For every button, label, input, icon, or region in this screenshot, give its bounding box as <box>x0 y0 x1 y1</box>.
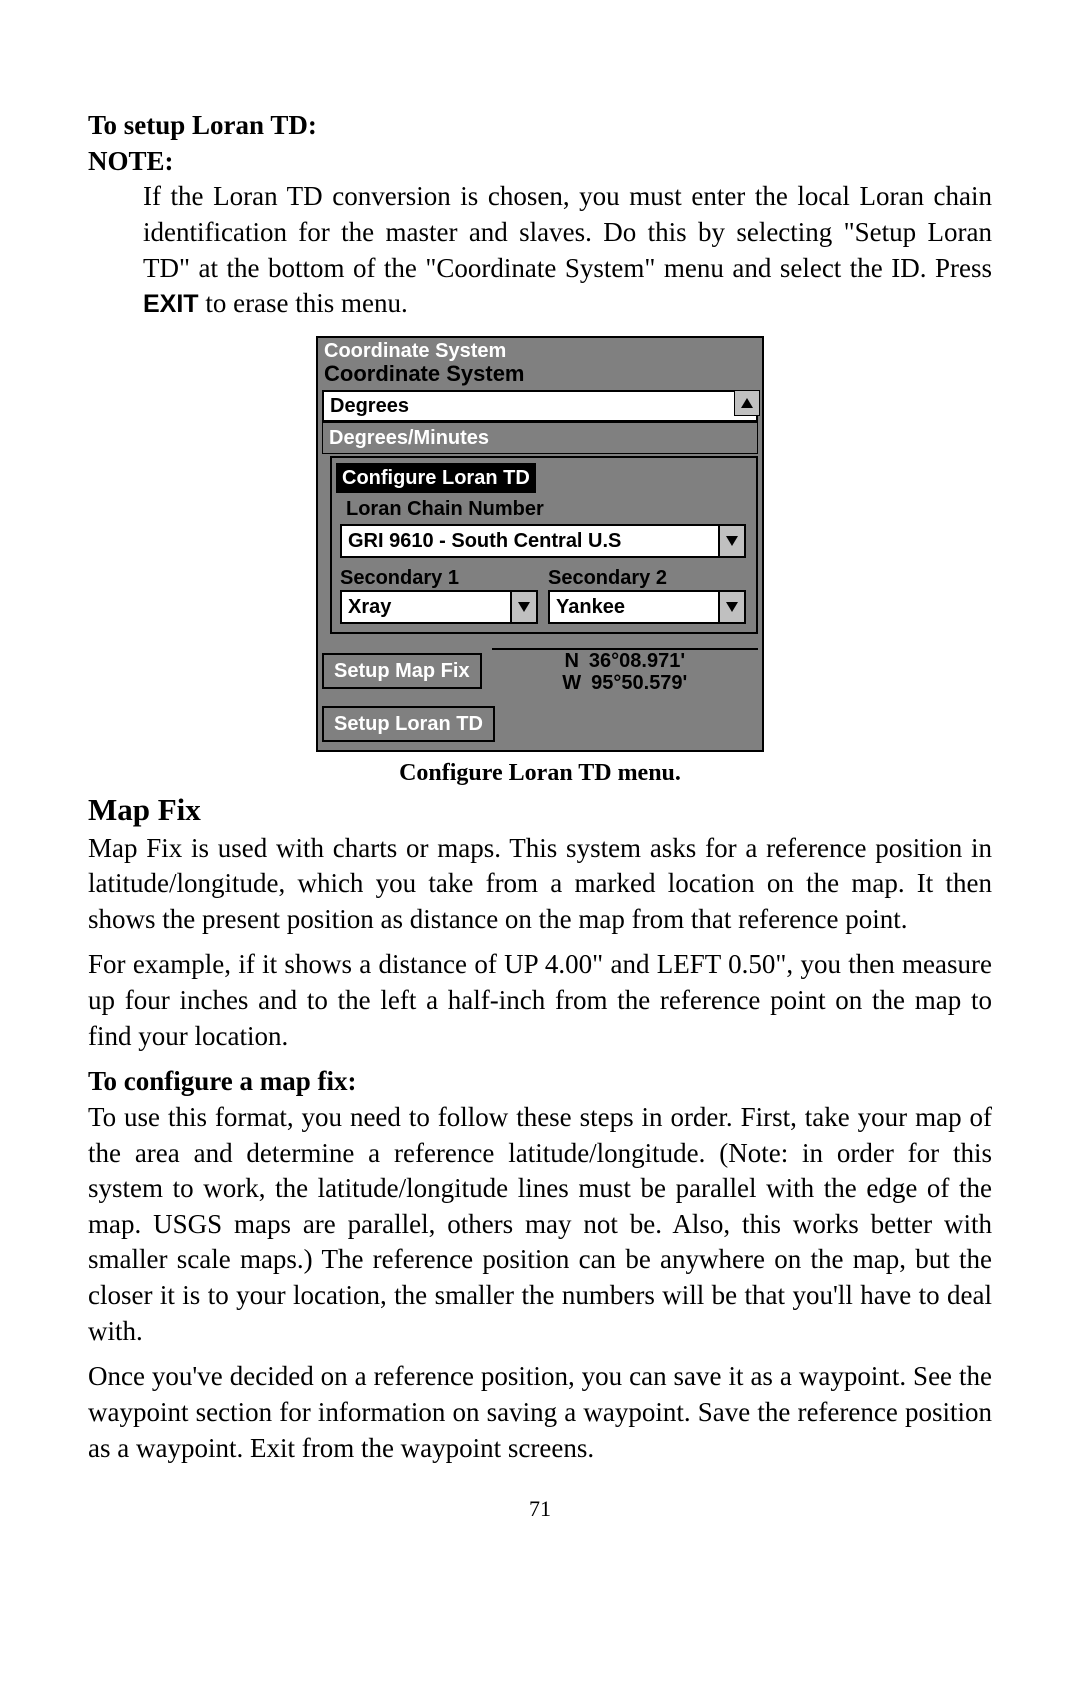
mapfix-p3: To use this format, you need to follow t… <box>88 1100 992 1349</box>
coordinate-listbox[interactable]: Degrees Degrees/Minutes <box>322 390 758 454</box>
note-body-pre: If the Loran TD conversion is chosen, yo… <box>143 181 992 282</box>
loran-chain-value: GRI 9610 - South Central U.S <box>342 531 718 551</box>
lat-prefix: N <box>564 650 578 672</box>
dropdown-button[interactable] <box>510 592 536 622</box>
note-label: NOTE: <box>88 146 174 176</box>
secondary2-value: Yankee <box>550 597 718 617</box>
secondary2-select[interactable]: Yankee <box>548 590 746 624</box>
figure-caption: Configure Loran TD menu. <box>88 758 992 790</box>
scroll-up-button[interactable] <box>734 390 760 416</box>
chevron-up-icon <box>741 398 753 408</box>
list-item-degrees-minutes[interactable]: Degrees/Minutes <box>322 422 758 454</box>
dropdown-button[interactable] <box>718 592 744 622</box>
lon-prefix: W <box>562 672 581 694</box>
setup-heading: To setup Loran TD: <box>88 110 317 140</box>
menu-title-inner: Coordinate System <box>318 362 762 390</box>
configure-loran-panel: Configure Loran TD Loran Chain Number GR… <box>330 456 758 634</box>
mapfix-p1: Map Fix is used with charts or maps. Thi… <box>88 831 992 938</box>
lon-value: 95°50.579' <box>591 672 687 694</box>
setup-loran-td-button[interactable]: Setup Loran TD <box>322 706 495 742</box>
loran-chain-label: Loran Chain Number <box>336 494 752 524</box>
setup-map-fix-button[interactable]: Setup Map Fix <box>322 653 482 689</box>
configure-mapfix-heading: To configure a map fix: <box>88 1064 992 1100</box>
lat-value: 36°08.971' <box>589 650 685 672</box>
menu-title-outer: Coordinate System <box>318 338 762 362</box>
list-item-degrees[interactable]: Degrees <box>322 390 758 422</box>
secondary1-value: Xray <box>342 597 510 617</box>
list-item-label: Degrees/Minutes <box>329 428 489 448</box>
configure-panel-title: Configure Loran TD <box>336 463 536 493</box>
list-item-label: Degrees <box>330 396 409 416</box>
mapfix-p2: For example, if it shows a distance of U… <box>88 947 992 1054</box>
coordinate-system-menu: Coordinate System Coordinate System Degr… <box>316 336 764 752</box>
map-fix-heading: Map Fix <box>88 790 992 831</box>
note-body-post: to erase this menu. <box>199 288 408 318</box>
secondary1-select[interactable]: Xray <box>340 590 538 624</box>
secondary1-label: Secondary 1 <box>340 568 538 590</box>
chevron-down-icon <box>726 602 738 612</box>
exit-key: EXIT <box>143 290 199 318</box>
mapfix-p4: Once you've decided on a reference posit… <box>88 1359 992 1466</box>
secondary2-label: Secondary 2 <box>548 568 746 590</box>
loran-chain-select[interactable]: GRI 9610 - South Central U.S <box>340 524 746 558</box>
page-number: 71 <box>88 1494 992 1523</box>
current-coordinates: N 36°08.971' W 95°50.579' <box>492 648 758 694</box>
dropdown-button[interactable] <box>718 526 744 556</box>
note-body: If the Loran TD conversion is chosen, yo… <box>143 179 992 322</box>
chevron-down-icon <box>518 602 530 612</box>
chevron-down-icon <box>726 536 738 546</box>
